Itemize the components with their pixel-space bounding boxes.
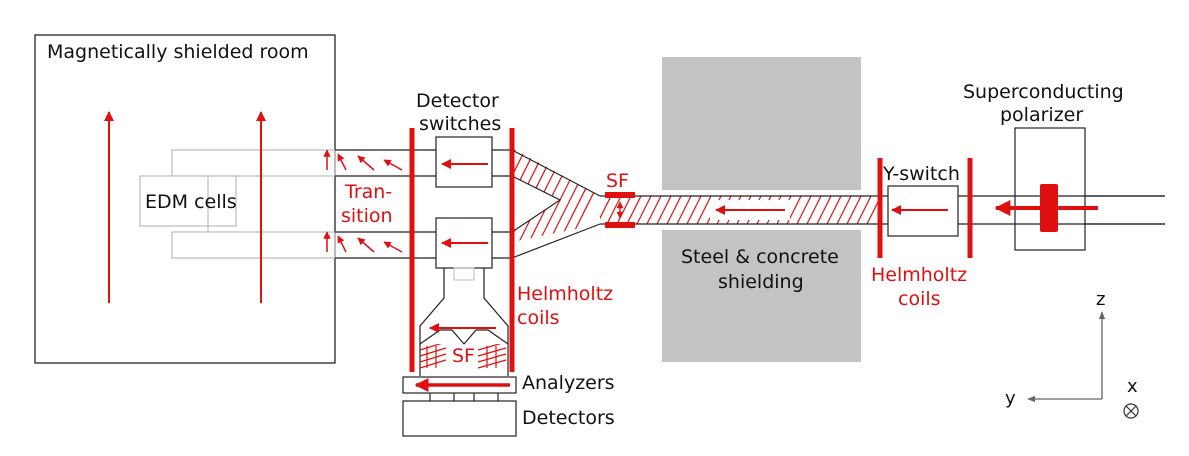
shielding-label-2: shielding: [718, 271, 804, 293]
edm-cells-label: EDM cells: [145, 191, 237, 213]
coordinate-axes: z y x: [1005, 289, 1139, 419]
edm-cells: EDM cells: [139, 149, 336, 259]
transition-label-2: sition: [341, 205, 393, 227]
axis-x-label: x: [1127, 376, 1138, 397]
helmholtz-left-label-2: coils: [517, 307, 560, 329]
beam-guides-left: [335, 149, 436, 259]
detector-switches-label-2: switches: [419, 113, 501, 135]
steel-concrete-shielding: Steel & concrete shielding: [662, 57, 861, 362]
detector-switches: Detector switches: [416, 90, 512, 269]
y-switch: Y-switch: [882, 163, 960, 237]
helmholtz-right-label-1: Helmholtz: [871, 264, 967, 286]
msr-field-arrows: [104, 111, 266, 303]
y-switch-label: Y-switch: [882, 163, 960, 185]
into-page-icon: [1123, 403, 1139, 419]
transition-label-1: Tran-: [344, 181, 392, 203]
detector-switches-label-1: Detector: [416, 90, 499, 112]
sf-main-label: SF: [606, 170, 629, 192]
detectors-label: Detectors: [522, 407, 615, 429]
polarizer-label-1: Superconducting: [963, 81, 1124, 103]
helmholtz-left-label-1: Helmholtz: [517, 283, 613, 305]
analyzers-label: Analyzers: [522, 372, 615, 394]
axis-y-label: y: [1005, 388, 1016, 409]
shielded-room: Magnetically shielded room: [34, 34, 336, 364]
detectors: Detectors: [402, 393, 615, 437]
polarizer-label-2: polarizer: [1000, 104, 1083, 126]
spin-flipper: SF: [605, 170, 635, 228]
helmholtz-coils-left: Helmholtz coils: [409, 128, 613, 372]
shielded-room-label: Magnetically shielded room: [47, 41, 309, 63]
analyzers: Analyzers: [402, 372, 615, 394]
transition-arrows: [323, 149, 403, 253]
analyzer-funnel: SF: [419, 267, 509, 376]
sf-analyzer-label: SF: [452, 345, 475, 367]
helmholtz-right-label-2: coils: [898, 288, 941, 310]
axis-z-label: z: [1096, 289, 1105, 310]
helmholtz-coils-right: Helmholtz coils: [871, 158, 973, 310]
superconducting-polarizer: Superconducting polarizer: [963, 81, 1165, 251]
shielding-label-1: Steel & concrete: [681, 246, 839, 268]
